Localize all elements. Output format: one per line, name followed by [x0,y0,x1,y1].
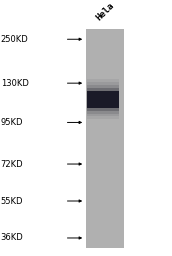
Bar [87,88,119,111]
Text: 72KD: 72KD [1,159,23,168]
Text: 36KD: 36KD [1,233,23,242]
Bar [87,79,119,119]
Bar [87,91,119,108]
Bar [86,29,123,248]
Bar [87,85,119,114]
Bar [87,82,119,116]
Text: 250KD: 250KD [1,35,28,44]
Text: Hela: Hela [94,0,116,22]
Text: 55KD: 55KD [1,197,23,206]
Text: 95KD: 95KD [1,118,23,127]
Text: 130KD: 130KD [1,79,29,88]
